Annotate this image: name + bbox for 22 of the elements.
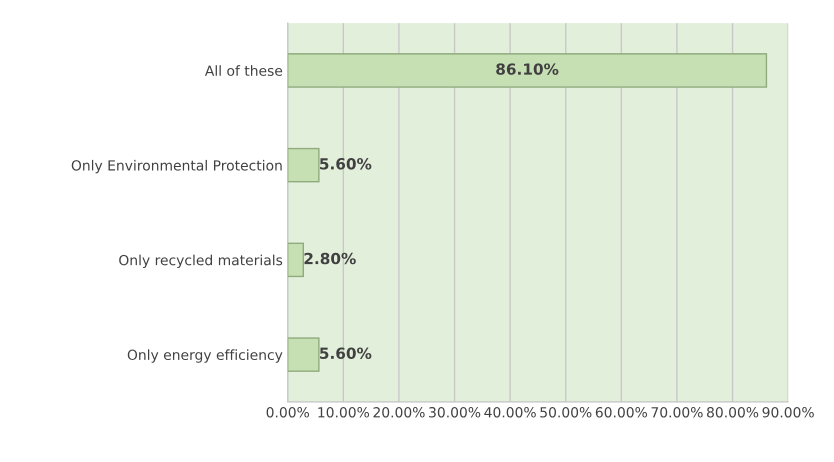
bar <box>288 53 768 88</box>
y-tick-label: Only Environmental Protection <box>72 160 282 174</box>
y-tick-label: All of these <box>204 65 282 76</box>
data-label: 2.80% <box>304 252 356 264</box>
x-tick-label: 90.00% <box>762 407 814 418</box>
bar <box>288 242 304 278</box>
x-tick-label: 30.00% <box>429 407 480 418</box>
x-tick-label: 60.00% <box>596 407 648 418</box>
x-tick-label: 0.00% <box>266 407 310 418</box>
data-label: 5.60% <box>320 347 372 360</box>
x-tick-label: 50.00% <box>540 407 592 418</box>
x-tick-label: 70.00% <box>652 407 703 418</box>
bar <box>288 148 320 182</box>
data-label: 5.60% <box>320 158 372 170</box>
x-tick-label: 40.00% <box>484 407 536 418</box>
data-label: 86.10% <box>496 63 558 75</box>
x-tick-label: 20.00% <box>373 407 425 418</box>
bar <box>288 337 320 372</box>
y-tick-label: Only energy efficiency <box>128 349 282 363</box>
y-tick-label: Only recycled materials <box>119 254 282 268</box>
x-tick-label: 80.00% <box>706 407 758 418</box>
x-tick-label: 10.00% <box>318 407 370 418</box>
